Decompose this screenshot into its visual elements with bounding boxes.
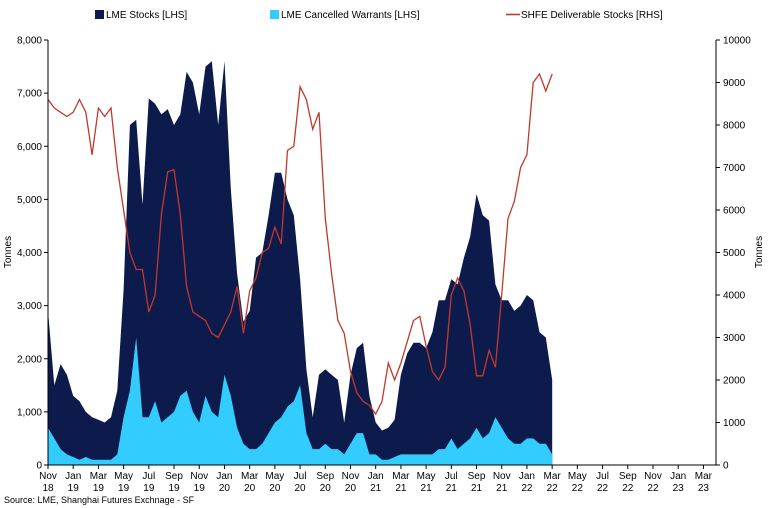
x-tick-month: Jul [142, 471, 155, 482]
legend: LME Stocks [LHS] LME Cancelled Warrants [… [95, 10, 663, 21]
x-tick-month: Jan [519, 471, 535, 482]
x-tick-month: Jan [65, 471, 81, 482]
legend-label-2: LME Cancelled Warrants [LHS] [281, 10, 420, 21]
x-tick-month: May [568, 471, 587, 482]
y-tick-right: 3000 [723, 333, 746, 344]
y-tick-left: 0 [36, 461, 42, 472]
legend-swatch-1 [95, 10, 104, 19]
y-tick-left: 2,000 [17, 354, 42, 365]
x-tick-year: 18 [42, 483, 54, 494]
x-tick-year: 21 [496, 483, 508, 494]
y-tick-left: 6,000 [17, 142, 42, 153]
y-tick-left: 4,000 [17, 248, 42, 259]
y-tick-right: 0 [723, 461, 729, 472]
x-tick-year: 21 [421, 483, 433, 494]
y-axis-label-right: Tonnes [754, 236, 765, 268]
x-tick-year: 23 [698, 483, 710, 494]
x-tick-month: Jul [596, 471, 609, 482]
x-tick-month: May [417, 471, 436, 482]
legend-swatch-2 [270, 10, 279, 19]
y-tick-left: 7,000 [17, 89, 42, 100]
x-tick-month: Sep [316, 471, 334, 482]
x-tick-year: 22 [647, 483, 659, 494]
x-tick-year: 20 [244, 483, 256, 494]
y-tick-right: 9000 [723, 78, 746, 89]
x-tick-month: Nov [190, 471, 208, 482]
y-tick-left: 1,000 [17, 407, 42, 418]
x-tick-month: Nov [644, 471, 662, 482]
x-tick-month: Jul [294, 471, 307, 482]
x-tick-month: Mar [90, 471, 108, 482]
series-area-2 [48, 337, 553, 465]
x-tick-year: 22 [521, 483, 533, 494]
x-tick-month: Mar [695, 471, 713, 482]
x-tick-month: Jan [368, 471, 384, 482]
source-note: Source: LME, Shanghai Futures Exchnage -… [4, 495, 195, 505]
x-tick-month: Nov [39, 471, 57, 482]
legend-label-1: LME Stocks [LHS] [106, 10, 187, 21]
axes: 0 1,000 2,000 3,000 4,000 5,000 6,000 7,000 8,00… [17, 36, 751, 495]
x-tick-year: 19 [143, 483, 155, 494]
y-tick-right: 10000 [723, 36, 751, 47]
x-tick-year: 20 [269, 483, 281, 494]
y-tick-right: 8000 [723, 121, 746, 132]
x-tick-month: May [114, 471, 133, 482]
y-tick-right: 6000 [723, 206, 746, 217]
x-tick-year: 22 [547, 483, 559, 494]
y-tick-right: 2000 [723, 376, 746, 387]
x-tick-year: 20 [345, 483, 357, 494]
x-tick-year: 19 [118, 483, 130, 494]
x-tick-year: 19 [93, 483, 105, 494]
legend-label-3: SHFE Deliverable Stocks [RHS] [521, 10, 663, 21]
x-tick-year: 22 [622, 483, 634, 494]
y-tick-right: 7000 [723, 163, 746, 174]
x-tick-month: Mar [544, 471, 562, 482]
x-tick-year: 20 [295, 483, 307, 494]
x-tick-month: Jan [670, 471, 686, 482]
y-tick-right: 1000 [723, 418, 746, 429]
x-tick-year: 19 [168, 483, 180, 494]
x-tick-month: Nov [342, 471, 360, 482]
x-tick-year: 20 [219, 483, 231, 494]
x-tick-year: 19 [68, 483, 80, 494]
x-tick-year: 19 [194, 483, 206, 494]
y-tick-right: 5000 [723, 248, 746, 259]
series-line-3 [47, 72, 553, 416]
x-tick-year: 21 [395, 483, 407, 494]
x-tick-year: 20 [320, 483, 332, 494]
y-tick-right: 4000 [723, 291, 746, 302]
y-tick-left: 5,000 [17, 195, 42, 206]
x-tick-month: Jan [216, 471, 232, 482]
x-tick-year: 22 [572, 483, 584, 494]
y-tick-left: 8,000 [17, 36, 42, 47]
x-tick-year: 22 [597, 483, 609, 494]
x-tick-month: May [265, 471, 284, 482]
x-tick-year: 21 [446, 483, 458, 494]
x-tick-month: Sep [468, 471, 486, 482]
x-tick-month: Sep [619, 471, 637, 482]
y-axis-label-left: Tonnes [3, 236, 14, 268]
series-area-1 [48, 61, 553, 466]
x-tick-month: Jul [445, 471, 458, 482]
x-tick-month: Mar [241, 471, 259, 482]
x-tick-year: 21 [370, 483, 382, 494]
y-tick-left: 3,000 [17, 301, 42, 312]
plot-series [47, 61, 553, 466]
x-tick-month: Nov [493, 471, 511, 482]
x-tick-year: 21 [471, 483, 483, 494]
x-tick-month: Mar [392, 471, 410, 482]
x-tick-year: 23 [673, 483, 685, 494]
x-tick-month: Sep [165, 471, 183, 482]
